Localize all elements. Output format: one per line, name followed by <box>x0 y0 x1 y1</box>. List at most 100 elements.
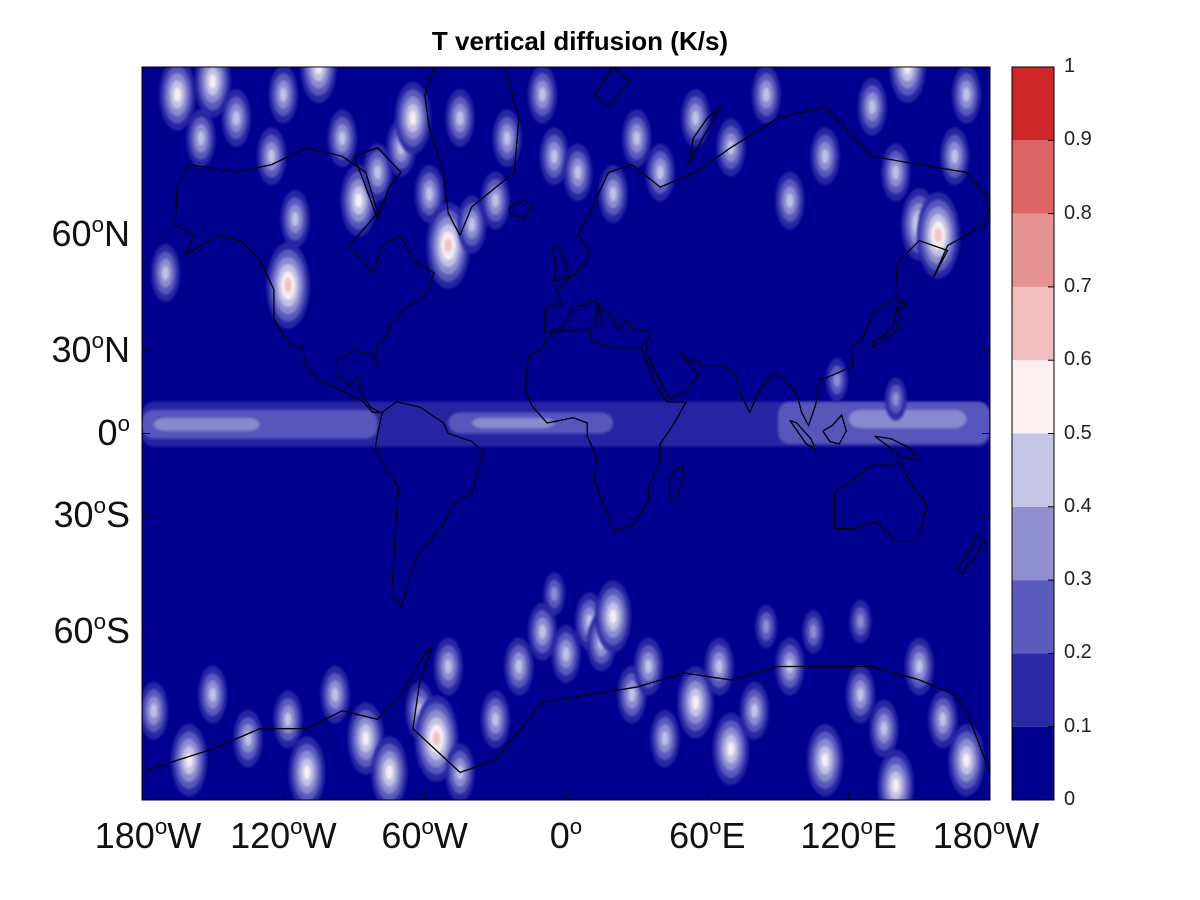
field-blob-37 <box>266 242 310 329</box>
colorbar-swatch-8 <box>1012 140 1054 214</box>
field-blob-38 <box>151 244 180 302</box>
colorbar-tick-label: 0.4 <box>1064 494 1092 517</box>
field-blob-78 <box>849 599 872 644</box>
itcz-band-6 <box>848 409 967 429</box>
field-blob-25 <box>681 89 710 147</box>
field-blob-43 <box>198 665 228 724</box>
lon-hemi: E <box>721 815 746 856</box>
lat-tick-label: 30oS <box>53 493 130 536</box>
map-ticks <box>141 234 991 800</box>
lon-deg: 180 <box>94 815 155 856</box>
lat-hemi: N <box>104 213 130 255</box>
colorbar-swatch-5 <box>1012 360 1054 434</box>
coastline-baffin <box>353 146 402 220</box>
field-blob-71 <box>869 699 899 758</box>
lat-tick-label: 0o <box>97 410 130 453</box>
lat-tick-label: 60oN <box>51 212 130 255</box>
colorbar-swatch-2 <box>1012 580 1054 654</box>
field-blob-77 <box>802 610 825 654</box>
colorbar-swatch-1 <box>1012 653 1054 727</box>
field-blob-15 <box>445 89 475 147</box>
field-blob-21 <box>563 143 593 202</box>
coastline-eurasia <box>544 105 990 428</box>
field-blob-27 <box>751 67 781 124</box>
field-blob-76 <box>755 604 778 649</box>
lon-deg: 0 <box>549 815 570 856</box>
field-blob-73 <box>904 637 934 696</box>
lat-hemi: S <box>105 494 130 536</box>
lon-deg: 120 <box>230 815 291 856</box>
colorbar-swatch-4 <box>1012 433 1054 507</box>
lon-tick-label: 180oW <box>94 814 202 856</box>
field-blob-17 <box>480 171 510 230</box>
field-blob-74 <box>928 690 958 749</box>
field-blob-39 <box>826 358 848 402</box>
field-blob-45 <box>273 690 303 749</box>
field-blob-46 <box>288 736 325 800</box>
lon-hemi: W <box>167 815 202 856</box>
field-blob-29 <box>810 127 840 186</box>
lon-tick-label: 60oW <box>381 814 468 856</box>
colorbar-tick-label: 0.8 <box>1064 201 1092 224</box>
coastline-new-guinea <box>874 435 921 461</box>
lat-deg: 60 <box>51 213 92 255</box>
lon-hemi: W <box>302 815 337 856</box>
colorbar-tick-label: 1 <box>1064 55 1076 77</box>
field-blob-0 <box>159 67 196 131</box>
coastline-uk <box>551 244 570 283</box>
lon-tick-label: 0o <box>549 814 583 856</box>
field-blob-13 <box>414 165 444 223</box>
field-blob-22 <box>598 165 628 223</box>
colorbar-tick-label: 0.5 <box>1064 421 1092 444</box>
field-blob-66 <box>712 713 749 786</box>
lon-tick-label: 120oE <box>800 814 897 856</box>
colorbar-tick-label: 0.1 <box>1064 714 1092 737</box>
field-blob-64 <box>677 666 714 739</box>
itcz-band-4 <box>153 417 260 431</box>
lat-deg: 30 <box>53 494 94 536</box>
lat-deg: 30 <box>51 328 92 370</box>
coastline-australia <box>833 461 928 543</box>
field-blob-6 <box>268 67 298 124</box>
field-blob-79 <box>543 572 566 616</box>
colorbar-swatch-0 <box>1012 726 1054 800</box>
coastline-svalbard <box>593 67 631 108</box>
lon-deg: 60 <box>669 815 710 856</box>
colorbar-tick-label: 0.3 <box>1064 568 1092 591</box>
coastline-africa <box>525 328 688 533</box>
lat-hemi: S <box>105 609 130 651</box>
field-blob-1 <box>186 109 216 168</box>
lon-tick-label: 120oW <box>230 814 337 856</box>
field-blob-36 <box>952 67 981 124</box>
field-blob-14 <box>426 202 470 289</box>
field-blob-72 <box>877 749 914 800</box>
lat-deg: 0 <box>97 411 118 453</box>
lon-hemi: W <box>1005 815 1040 856</box>
field-blob-65 <box>704 637 734 696</box>
field-blob-8 <box>327 109 357 168</box>
field-blob-28 <box>775 171 805 230</box>
lat-deg: 60 <box>53 609 94 651</box>
colorbar-tick-label: 0.6 <box>1064 348 1092 371</box>
field-blob-52 <box>433 637 463 696</box>
itcz-band-5 <box>471 417 555 429</box>
lon-hemi: E <box>872 815 897 856</box>
lat-tick-label: 60oS <box>53 608 130 651</box>
field-blob-35 <box>940 127 970 186</box>
lon-hemi: W <box>433 815 468 856</box>
coastline-new-zealand <box>956 533 987 575</box>
field-blob-75 <box>948 724 985 797</box>
lon-deg: 180 <box>932 815 993 856</box>
field-blob-47 <box>320 665 350 724</box>
lon-tick-label: 180oW <box>932 814 1040 856</box>
coastline-japan <box>871 300 910 349</box>
field-blob-70 <box>846 665 875 724</box>
field-blob-18 <box>492 109 522 168</box>
lat-hemi: N <box>104 328 130 370</box>
field-blob-4 <box>257 127 286 186</box>
lon-deg: 120 <box>800 815 861 856</box>
coastline-madagascar <box>668 463 685 502</box>
field-blob-56 <box>528 602 557 661</box>
